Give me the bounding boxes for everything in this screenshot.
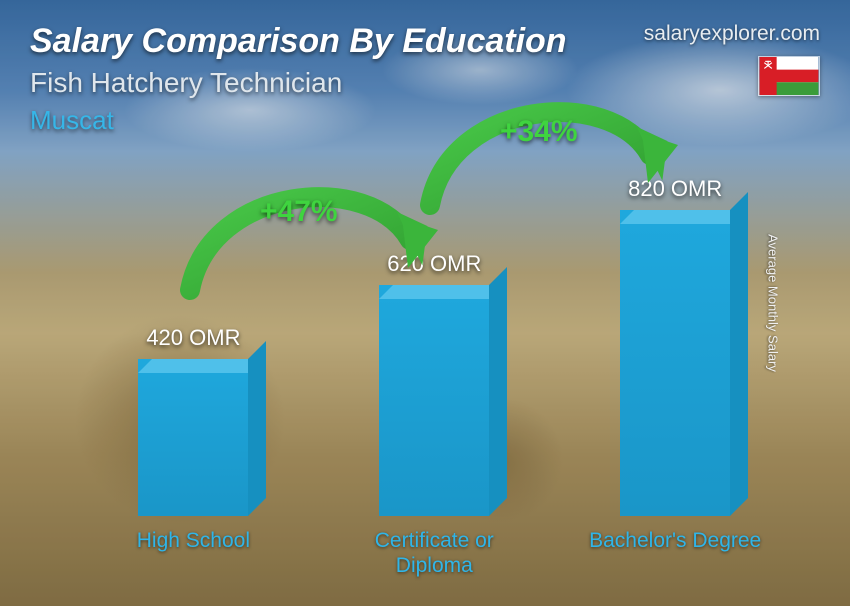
bar-top-face (138, 359, 262, 373)
increase-arrow (170, 160, 450, 315)
bar-category-label: Bachelor's Degree (575, 528, 775, 553)
bar-category-label: Certificate or Diploma (334, 528, 534, 578)
brand-label: salaryexplorer.com (644, 22, 820, 46)
flag-icon (758, 56, 820, 96)
increase-percent-label: +34% (500, 115, 578, 149)
bar-side-face (489, 267, 507, 516)
bar-side-face (730, 192, 748, 516)
page-title: Salary Comparison By Education (30, 22, 567, 61)
bar-front-face (620, 210, 730, 516)
bar-front-face (138, 359, 248, 516)
bar-front-face (379, 285, 489, 516)
arrow-icon (410, 75, 690, 225)
bar-3d (138, 359, 248, 516)
increase-percent-label: +47% (260, 195, 338, 229)
bar-value-label: 420 OMR (146, 325, 240, 351)
arrow-icon (170, 160, 450, 310)
bar-group: 420 OMRHigh School (118, 325, 268, 516)
bar-3d (379, 285, 489, 516)
bar-3d (620, 210, 730, 516)
increase-arrow (410, 75, 690, 230)
bar-side-face (248, 341, 266, 516)
bar-category-label: High School (93, 528, 293, 553)
